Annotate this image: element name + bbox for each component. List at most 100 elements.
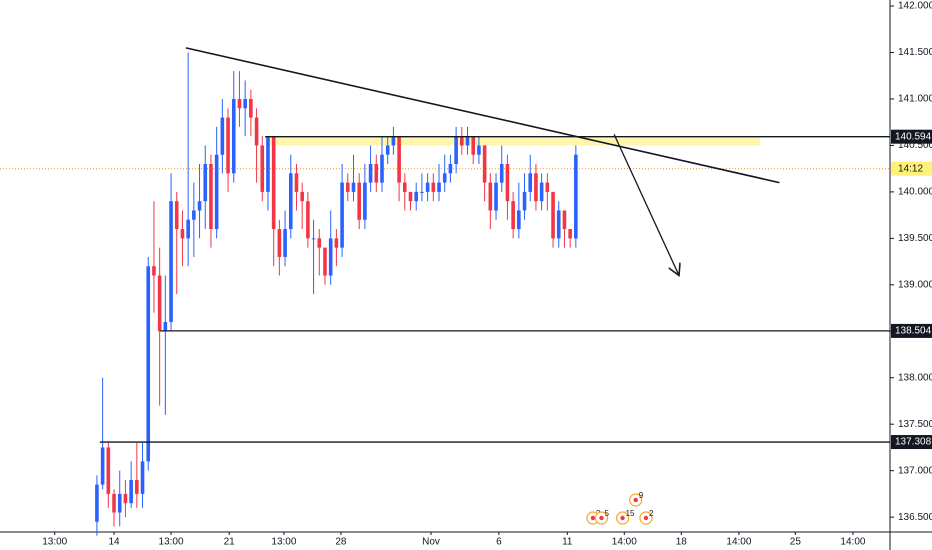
- y-tick-label: 141.500: [898, 47, 932, 58]
- candle-body: [517, 210, 521, 230]
- candle-body: [380, 154, 384, 183]
- arrow: [613, 134, 679, 275]
- candle-body: [117, 493, 122, 513]
- candle-body: [254, 117, 259, 146]
- y-tick-label: 140.500: [898, 140, 932, 151]
- candle-body: [146, 266, 151, 462]
- candle-body: [562, 210, 567, 230]
- candle-body: [186, 219, 190, 239]
- candle-body: [403, 182, 407, 192]
- candle-body: [169, 201, 173, 322]
- candle-body: [152, 266, 156, 276]
- candle-body: [311, 238, 316, 240]
- candle-body: [556, 210, 561, 239]
- candle-body: [420, 191, 424, 193]
- candle-body: [340, 182, 344, 248]
- candle-body: [197, 201, 202, 211]
- candle-body: [448, 164, 453, 174]
- candle-body: [294, 173, 299, 192]
- event-label: 15: [626, 509, 635, 518]
- candle-body: [425, 182, 430, 192]
- x-tick-label: Nov: [422, 537, 440, 548]
- event-dot: [620, 515, 625, 521]
- candle-body: [157, 275, 162, 332]
- candle-body: [385, 145, 390, 155]
- event-label: 5: [605, 509, 610, 518]
- x-tick-label: 13:00: [42, 537, 67, 548]
- resistance-zone: [265, 136, 761, 146]
- candle-body: [271, 136, 276, 230]
- candle-body: [140, 461, 145, 494]
- x-tick-label: 14:00: [726, 537, 751, 548]
- candle-body: [345, 182, 350, 192]
- x-tick-label: 13:00: [159, 537, 184, 548]
- level-label: 137.308: [895, 437, 932, 448]
- candle-body: [231, 98, 236, 174]
- y-tick-label: 141.000: [898, 94, 932, 105]
- trendline: [185, 47, 780, 184]
- x-tick-label: 25: [790, 537, 802, 548]
- candle-body: [95, 484, 99, 522]
- candle-body: [106, 447, 111, 494]
- candle-body: [237, 98, 242, 109]
- candle-body: [317, 238, 322, 248]
- event-label: 9: [639, 491, 644, 500]
- candle-body: [306, 201, 310, 239]
- x-tick-label: 14: [108, 537, 120, 548]
- x-tick-label: 18: [676, 537, 688, 548]
- candle-body: [391, 136, 396, 146]
- candle-body: [539, 182, 544, 202]
- level-label-box: [891, 323, 932, 338]
- candle-body: [334, 238, 339, 248]
- x-tick-label: 21: [224, 537, 236, 548]
- candle-body: [180, 229, 185, 239]
- candle-body: [203, 164, 208, 202]
- candle-body: [414, 191, 419, 202]
- candle-body: [368, 164, 373, 183]
- y-tick-label: 140.000: [898, 187, 932, 198]
- candle-body: [505, 164, 510, 202]
- candle-body: [323, 247, 327, 276]
- candle-body: [300, 191, 304, 202]
- candle-body: [488, 182, 493, 211]
- x-tick-label: 13:00: [271, 537, 296, 548]
- candle-body: [112, 493, 116, 513]
- candle-body: [328, 238, 333, 276]
- x-tick-label: 14:00: [840, 537, 865, 548]
- candle-body: [123, 493, 128, 504]
- y-tick-label: 138.000: [898, 372, 932, 383]
- candle-body: [465, 136, 470, 146]
- candle-body: [482, 145, 487, 183]
- candle-body: [574, 154, 578, 239]
- candle-body: [511, 201, 515, 230]
- candle-body: [534, 173, 538, 202]
- candle-body: [243, 98, 247, 109]
- candle-body: [357, 182, 361, 220]
- candle-body: [266, 136, 270, 192]
- level-label: 140.594: [895, 131, 932, 142]
- candle-body: [192, 210, 196, 220]
- candle-body: [288, 173, 293, 230]
- candle-body: [163, 321, 168, 332]
- level-label-box: [891, 129, 932, 144]
- candle-body: [209, 164, 213, 230]
- x-tick-label: 11: [562, 537, 573, 548]
- candle-body: [174, 201, 179, 230]
- current-label-box: [891, 161, 932, 176]
- y-tick-label: 136.500: [898, 512, 932, 523]
- candle-body: [129, 479, 133, 504]
- x-tick-label: 14:00: [612, 537, 637, 548]
- candle-body: [551, 191, 555, 239]
- event-dot: [633, 497, 638, 503]
- candle-body: [226, 117, 230, 174]
- level-label-box: [891, 435, 932, 450]
- candle-body: [100, 447, 105, 485]
- x-tick-label: 6: [496, 537, 502, 548]
- event-dot: [643, 515, 649, 521]
- candle-body: [249, 98, 253, 118]
- candle-body: [442, 173, 447, 183]
- y-tick-label: 139.500: [898, 233, 932, 244]
- candle-body: [397, 136, 401, 183]
